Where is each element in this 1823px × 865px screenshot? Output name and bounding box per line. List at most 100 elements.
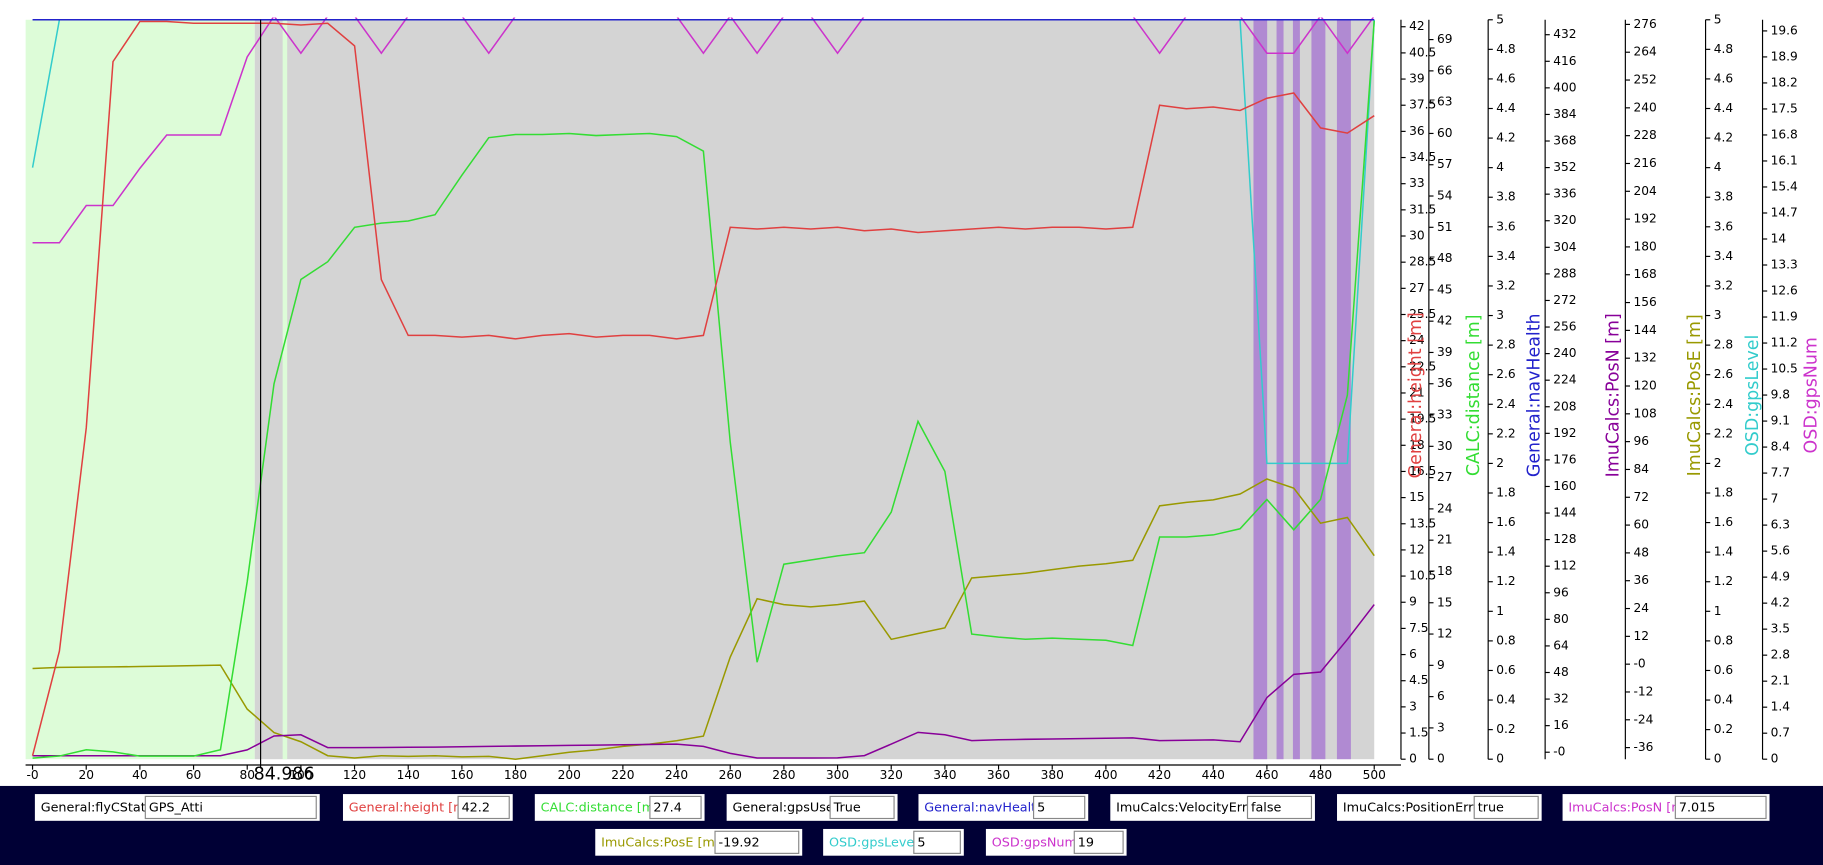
y-tick-label: 18 bbox=[1437, 564, 1453, 578]
y-tick-label: 0 bbox=[1496, 752, 1504, 766]
field-label: General:navHealth bbox=[924, 801, 1044, 816]
y-tick-label: 4.4 bbox=[1714, 101, 1734, 115]
y-tick-label: 3.6 bbox=[1496, 219, 1515, 233]
y-tick-label: 12 bbox=[1633, 629, 1649, 643]
y-axis-title: OSD:gpsLevel bbox=[1743, 335, 1763, 456]
y-tick-label: 4.2 bbox=[1496, 131, 1515, 145]
y-tick-label: 0 bbox=[1437, 752, 1445, 766]
y-tick-label: 18.2 bbox=[1771, 75, 1798, 89]
y-tick-label: 12 bbox=[1409, 542, 1425, 556]
y-tick-label: 4.6 bbox=[1714, 71, 1733, 85]
y-tick-label: 31.5 bbox=[1409, 202, 1436, 216]
y-tick-label: -36 bbox=[1633, 740, 1653, 754]
y-axis-title: ImuCalcs:PosE [m] bbox=[1685, 314, 1705, 476]
y-tick-label: 3.2 bbox=[1714, 278, 1733, 292]
field-input bbox=[1246, 795, 1313, 820]
y-tick-label: 168 bbox=[1633, 267, 1656, 281]
field-label: General:height [m] bbox=[349, 801, 471, 816]
field: OSD:gpsLevel 5 bbox=[823, 828, 964, 856]
y-tick-label: 2.4 bbox=[1496, 397, 1516, 411]
y-tick-label: 224 bbox=[1553, 373, 1577, 387]
y-tick-label: 336 bbox=[1553, 187, 1576, 201]
flight-region bbox=[1336, 19, 1351, 760]
y-tick-label: 0.8 bbox=[1496, 633, 1515, 647]
y-tick-label: 252 bbox=[1633, 73, 1656, 87]
x-tick-label: 120 bbox=[343, 768, 366, 782]
y-tick-label: 1 bbox=[1496, 604, 1504, 618]
x-tick-label: 20 bbox=[78, 768, 94, 782]
x-tick-label: 40 bbox=[132, 768, 148, 782]
y-tick-label: 3.5 bbox=[1771, 622, 1790, 636]
y-tick-label: 3.8 bbox=[1496, 190, 1515, 204]
field-input bbox=[1073, 830, 1124, 854]
y-tick-label: 208 bbox=[1553, 399, 1576, 413]
y-tick-label: 6 bbox=[1409, 647, 1417, 661]
x-tick-label: 360 bbox=[987, 768, 1010, 782]
y-tick-label: 21 bbox=[1409, 385, 1425, 399]
y-tick-label: 32 bbox=[1553, 692, 1569, 706]
y-tick-label: 60 bbox=[1437, 126, 1453, 140]
y-tick-label: 69 bbox=[1437, 32, 1453, 46]
field-input bbox=[714, 830, 800, 854]
y-tick-label: 40.5 bbox=[1409, 45, 1436, 59]
y-tick-label: 132 bbox=[1633, 351, 1656, 365]
flight-region bbox=[1276, 19, 1284, 760]
field-value: -19.92 bbox=[719, 835, 760, 850]
y-tick-label: 3.8 bbox=[1714, 190, 1733, 204]
y-tick-label: 33 bbox=[1409, 176, 1425, 190]
y-tick-label: 0.2 bbox=[1714, 722, 1733, 736]
y-tick-label: 4.6 bbox=[1496, 71, 1515, 85]
y-tick-label: 84 bbox=[1633, 462, 1649, 476]
y-tick-label: 0.6 bbox=[1496, 663, 1515, 677]
y-tick-label: 0.2 bbox=[1496, 722, 1515, 736]
y-tick-label: 7.5 bbox=[1409, 621, 1428, 635]
y-tick-label: 1.6 bbox=[1496, 515, 1515, 529]
y-tick-label: 22.5 bbox=[1409, 359, 1436, 373]
y-tick-label: 4.8 bbox=[1714, 42, 1733, 56]
field-label: ImuCalcs:VelocityError bbox=[1116, 801, 1260, 816]
y-tick-label: 4.5 bbox=[1409, 673, 1428, 687]
y-tick-label: 2.6 bbox=[1496, 367, 1515, 381]
y-tick-label: 4 bbox=[1496, 160, 1504, 174]
y-tick-label: 16.5 bbox=[1409, 464, 1436, 478]
x-tick-label: 340 bbox=[933, 768, 956, 782]
field-value: true bbox=[1478, 801, 1504, 816]
y-tick-label: 9 bbox=[1409, 595, 1417, 609]
y-tick-label: 1.2 bbox=[1496, 574, 1515, 588]
y-tick-label: 2.2 bbox=[1714, 426, 1733, 440]
y-tick-label: 9.1 bbox=[1771, 414, 1790, 428]
y-tick-label: 54 bbox=[1437, 189, 1453, 203]
x-tick-label: 300 bbox=[826, 768, 849, 782]
y-tick-label: 1.5 bbox=[1409, 726, 1428, 740]
y-tick-label: 0.8 bbox=[1714, 633, 1733, 647]
y-tick-label: 1.8 bbox=[1714, 486, 1733, 500]
y-tick-label: 240 bbox=[1633, 100, 1656, 114]
y-tick-label: 0.4 bbox=[1496, 693, 1516, 707]
y-tick-label: 128 bbox=[1553, 532, 1576, 546]
y-tick-label: 5.6 bbox=[1771, 544, 1790, 558]
field-label: General:flyCState bbox=[41, 801, 154, 816]
y-tick-label: 37.5 bbox=[1409, 98, 1436, 112]
y-tick-label: 2 bbox=[1496, 456, 1504, 470]
y-tick-label: 272 bbox=[1553, 293, 1576, 307]
field-value: 5 bbox=[917, 835, 925, 850]
field: OSD:gpsNum 19 bbox=[985, 828, 1127, 856]
field-label: ImuCalcs:PositionError bbox=[1343, 801, 1487, 816]
y-tick-label: 8.4 bbox=[1771, 440, 1791, 454]
flight-region bbox=[1292, 19, 1300, 760]
y-tick-label: 30 bbox=[1409, 229, 1425, 243]
y-tick-label: 66 bbox=[1437, 63, 1453, 77]
x-tick-label: 500 bbox=[1363, 768, 1386, 782]
y-tick-label: 5 bbox=[1714, 12, 1722, 26]
field: ImuCalcs:PosN [m]7.015 bbox=[1562, 794, 1770, 821]
y-tick-label: 384 bbox=[1553, 107, 1577, 121]
x-tick-label: 440 bbox=[1202, 768, 1225, 782]
y-tick-label: 2.4 bbox=[1714, 397, 1734, 411]
field-value: false bbox=[1251, 801, 1282, 816]
x-tick-label: 200 bbox=[558, 768, 581, 782]
y-tick-label: 0.7 bbox=[1771, 726, 1790, 740]
y-tick-label: -24 bbox=[1633, 712, 1653, 726]
